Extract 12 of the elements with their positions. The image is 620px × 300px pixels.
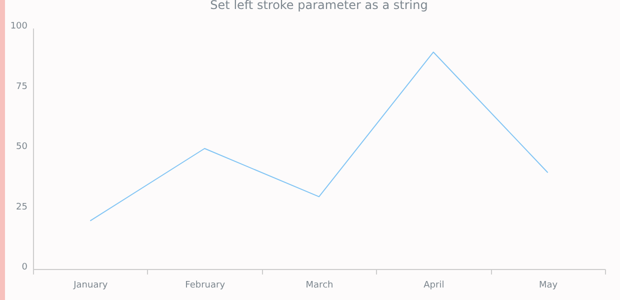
x-tick-label: January	[72, 280, 108, 290]
y-tick-label: 25	[16, 202, 28, 212]
x-tick-label: February	[185, 280, 226, 290]
x-tick-label: March	[306, 280, 334, 290]
line-series	[90, 52, 548, 222]
y-tick-label: 100	[10, 22, 28, 32]
chart-title: Set left stroke parameter as a string	[210, 0, 428, 12]
y-tick-label: 75	[16, 82, 28, 92]
y-tick-label: 50	[16, 142, 28, 152]
y-tick-label: 0	[22, 262, 28, 272]
x-tick-label: May	[538, 280, 558, 290]
x-tick-label: April	[424, 280, 444, 290]
